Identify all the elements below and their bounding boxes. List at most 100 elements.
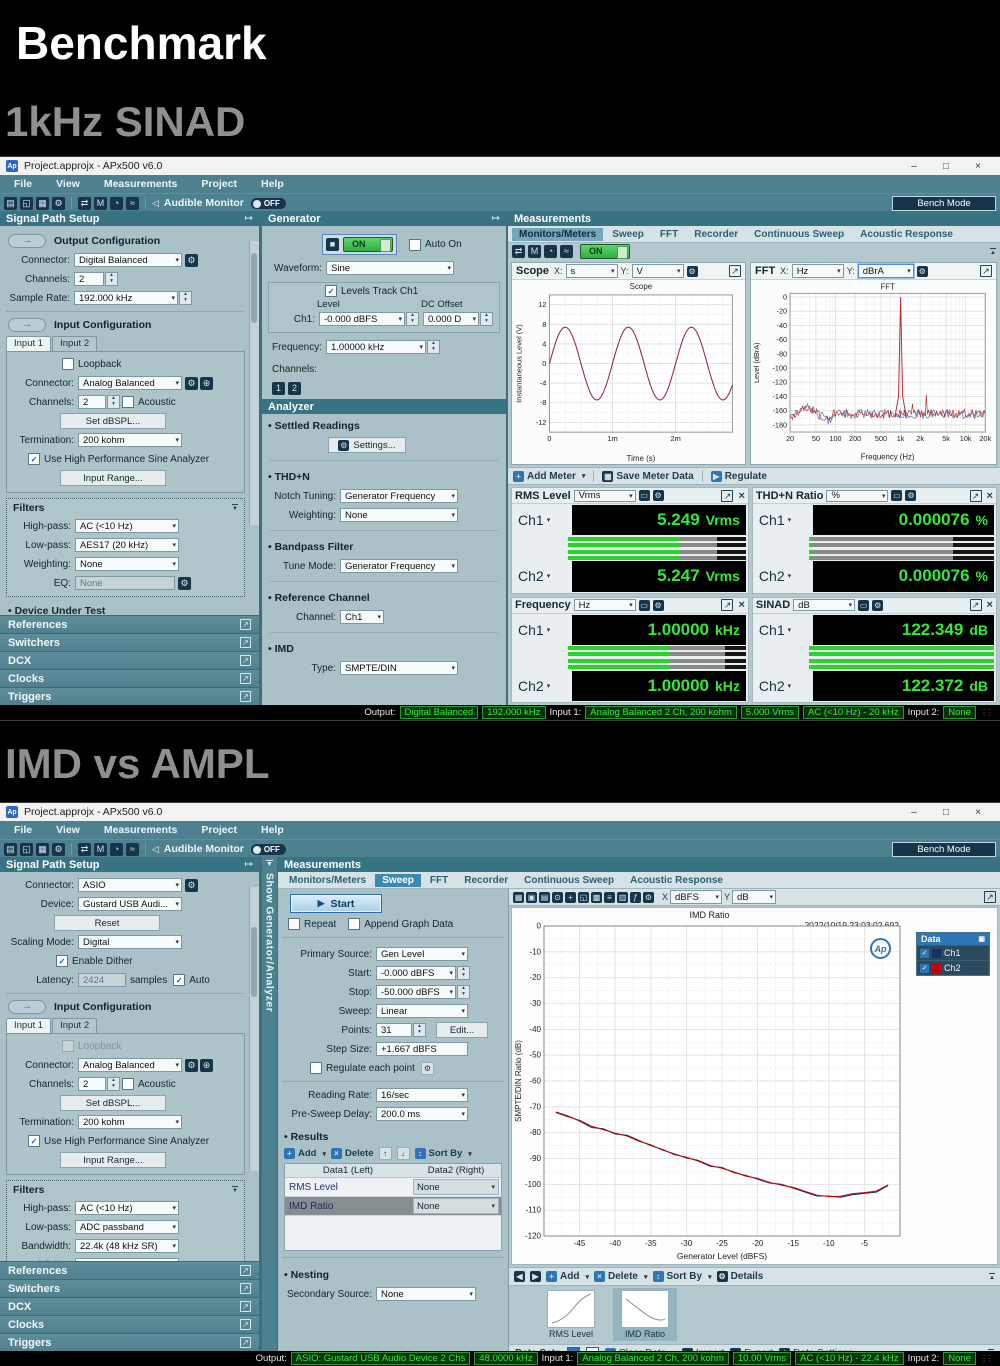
graph-toolbar-icon[interactable]: ⚙ (643, 891, 654, 903)
legend-checkbox[interactable]: ✓ (920, 963, 929, 973)
monitor-toolbar-icon[interactable]: ≈ (126, 842, 139, 856)
legend-item-ch1[interactable]: ✓ Ch1 (917, 945, 989, 960)
gear-icon[interactable]: ⚙ (905, 490, 917, 501)
graph-delete-button[interactable]: × Delete ▾ (593, 1271, 648, 1282)
dock-panel-icon[interactable]: ↦ (244, 213, 253, 224)
scrollbar[interactable] (249, 887, 259, 1171)
results-add-button[interactable]: + Add ▾ (284, 1148, 326, 1159)
input-tab[interactable]: Input 2 (52, 336, 98, 351)
rms-level-unit-select[interactable]: Vrms ▾ (573, 489, 636, 502)
auto-on-checkbox[interactable] (409, 238, 421, 251)
channel-selector[interactable]: Ch1 ▾ (758, 621, 792, 638)
popout-icon[interactable]: ↗ (240, 673, 251, 684)
monitor-toolbar-icon[interactable]: M (94, 842, 107, 856)
bandpass-section[interactable]: Bandpass Filter (268, 541, 500, 553)
minimize-button[interactable]: – (911, 806, 917, 818)
low-pass-select[interactable]: ADC passband ▾ (75, 1220, 179, 1234)
popout-icon[interactable]: ↗ (240, 1265, 251, 1276)
probe-connect-icon[interactable]: ⊕ (200, 1058, 213, 1072)
popout-icon[interactable]: ↗ (240, 1337, 251, 1348)
measurement-tab[interactable]: Monitors/Meters (512, 227, 604, 241)
gear-icon[interactable]: ⚙ (652, 599, 664, 611)
primary-source-select[interactable]: Gen Level ▾ (376, 947, 468, 961)
graph-sortby-button[interactable]: ↕ Sort By ▾ (652, 1271, 712, 1282)
toolbar-icon[interactable]: ▦ (36, 842, 49, 856)
edit-button[interactable]: Edit... (436, 1022, 488, 1038)
settled-readings-section[interactable]: Settled Readings (268, 420, 500, 432)
show-generator-analyzer-strip[interactable]: ▼ Show Generator/Analyzer (262, 857, 277, 1351)
maximize-button[interactable]: □ (942, 806, 950, 818)
popout-icon[interactable]: ↗ (729, 265, 741, 277)
sample-rate-spinner[interactable]: ▴ ▾ (179, 291, 192, 305)
collapse-panel-icon[interactable]: ▲ (990, 247, 996, 256)
pin-icon[interactable]: ▣ (978, 936, 985, 943)
stop-spinner[interactable]: ▴ ▾ (457, 985, 470, 999)
maximize-button[interactable]: □ (942, 160, 950, 172)
graph-toolbar-icon[interactable]: ◱ (578, 891, 589, 903)
use-high-performance-sine-analyzer-checkbox[interactable]: ✓ (28, 1135, 40, 1147)
result-thumbnail[interactable]: RMS Level (539, 1288, 603, 1341)
reading-rate-select[interactable]: 16/sec ▾ (376, 1088, 468, 1102)
gear-icon[interactable]: ⚙ (686, 265, 698, 277)
popout-icon[interactable]: ↗ (240, 1283, 251, 1294)
sidebar-accordion-item[interactable]: DCX ↗ (0, 651, 259, 669)
menu-item[interactable]: Help (260, 824, 284, 836)
measurement-tab[interactable]: Recorder (464, 874, 509, 886)
ch1-level-spinner[interactable]: ▴ ▾ (406, 312, 419, 326)
sidebar-accordion-item[interactable]: Switchers ↗ (0, 633, 259, 651)
auto-checkbox[interactable]: ✓ (173, 974, 186, 986)
device-under-test-section[interactable]: Device Under Test (8, 605, 241, 615)
graph-toolbar-icon[interactable]: ▦ (513, 891, 524, 903)
result-row[interactable]: IMD Ratio None ▾ (285, 1197, 501, 1216)
menu-item[interactable]: File (14, 178, 33, 190)
device-select[interactable]: Gustard USB Audi... ▾ (78, 897, 182, 911)
ch1-level-select[interactable]: -0.000 dBFS ▾ (319, 312, 405, 326)
latency-input[interactable]: 2424 (78, 973, 126, 987)
scope-x-unit-select[interactable]: s ▾ (565, 264, 618, 278)
start-spinner[interactable]: ▴ ▾ (457, 966, 470, 980)
bench-mode-button[interactable]: Bench Mode (892, 196, 996, 211)
frequency-spinner[interactable]: ▴ ▾ (427, 340, 440, 354)
close-button[interactable]: × (975, 160, 981, 172)
channels-spinner[interactable]: ▴ ▾ (105, 272, 118, 286)
results-sortby-button[interactable]: ↕ Sort By ▾ (414, 1148, 472, 1159)
type-select[interactable]: SMPTE/DIN ▾ (340, 661, 458, 675)
gear-icon[interactable]: ⚙ (178, 576, 191, 590)
enable-dither-checkbox[interactable]: ✓ (56, 955, 68, 967)
loopback-checkbox[interactable] (62, 1040, 74, 1052)
move-down-icon[interactable]: ↓ (396, 1147, 410, 1160)
channels-spinner[interactable]: ▴ ▾ (107, 1077, 120, 1091)
tune-mode-select[interactable]: Generator Frequency ▾ (340, 559, 458, 573)
popout-icon[interactable]: ↗ (240, 1301, 251, 1312)
probe-connect-icon[interactable]: ⊕ (200, 376, 213, 390)
bench-mode-button[interactable]: Bench Mode (892, 842, 996, 857)
regulate-button[interactable]: ▶ Regulate (710, 470, 767, 482)
menu-item[interactable]: File (14, 824, 33, 836)
monitor-icon[interactable]: ⇄ (512, 245, 525, 258)
popout-icon[interactable]: ↗ (240, 691, 251, 702)
points-spinner[interactable]: ▴ ▾ (413, 1023, 426, 1037)
gear-icon[interactable]: ⚙ (185, 376, 198, 390)
collapse-icon[interactable]: ▼ (232, 504, 238, 512)
audible-monitor-toggle[interactable]: OFF (250, 197, 286, 209)
input-range-button[interactable]: Input Range... (60, 1152, 166, 1168)
generator-channel-button[interactable]: 1 (272, 382, 285, 395)
popout-icon[interactable]: ↗ (240, 637, 251, 648)
menu-item[interactable]: View (56, 824, 80, 836)
regulate-each-point-checkbox[interactable] (310, 1062, 322, 1074)
dock-panel-icon[interactable]: ↦ (244, 859, 253, 870)
gear-icon[interactable]: ⚙ (872, 599, 884, 611)
channels-input[interactable]: 2 (78, 1077, 106, 1091)
generator-channel-button[interactable]: 2 (288, 382, 301, 395)
acoustic-checkbox[interactable] (122, 1078, 134, 1090)
graph-toolbar-icon[interactable]: ⊙ (552, 891, 563, 903)
sidebar-accordion-item[interactable]: Switchers ↗ (0, 1279, 259, 1297)
set-dbspl-button[interactable]: Set dBSPL... (60, 413, 166, 429)
channels-input[interactable]: 2 (78, 395, 106, 409)
legend-item-ch2[interactable]: ✓ Ch2 (917, 960, 989, 975)
audible-monitor-toggle[interactable]: OFF (250, 843, 286, 855)
graph-y-unit-select[interactable]: dB ▾ (732, 890, 777, 904)
connector-select[interactable]: Analog Balanced ▾ (78, 376, 182, 390)
input-range-button[interactable]: Input Range... (60, 470, 166, 486)
graph-x-unit-select[interactable]: dBFS ▾ (670, 890, 723, 904)
